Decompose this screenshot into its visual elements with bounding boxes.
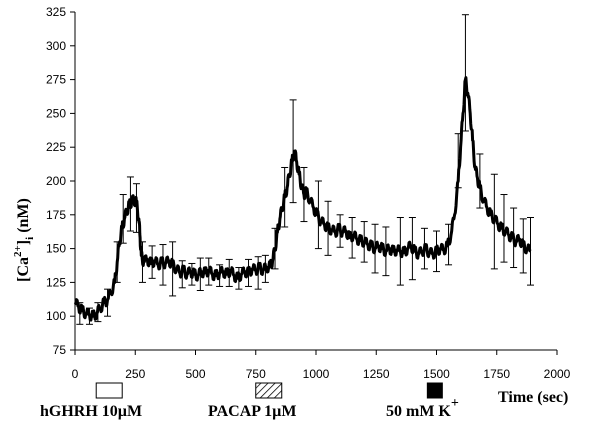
stimulus-label: PACAP 1µM: [208, 403, 296, 420]
x-tick-label: 250: [125, 367, 145, 381]
y-tick-label: 275: [46, 73, 66, 87]
x-tick-label: 1500: [423, 367, 450, 381]
x-tick-label: 1250: [363, 367, 390, 381]
x-tick-label: 500: [185, 367, 205, 381]
y-tick-label: 100: [46, 309, 66, 323]
y-tick-label: 150: [46, 242, 66, 256]
y-tick-label: 200: [46, 174, 66, 188]
y-tick-label: 175: [46, 208, 66, 222]
x-tick-label: 750: [246, 367, 266, 381]
y-tick-label: 75: [53, 343, 67, 357]
stimulus-marker-open: [95, 382, 123, 399]
x-tick-label: 1750: [483, 367, 510, 381]
series: [73, 76, 532, 322]
calcium-series-line: [73, 76, 532, 322]
stimulus-marker-filled: [426, 382, 443, 399]
error-bars: [76, 14, 534, 325]
x-tick-label: 2000: [544, 367, 571, 381]
x-axis-title: Time (sec): [498, 389, 568, 406]
y-tick-label: 325: [46, 5, 66, 19]
y-tick-label: 125: [46, 275, 66, 289]
y-tick-label: 225: [46, 140, 66, 154]
x-tick-label: 1000: [303, 367, 330, 381]
axes: 75 100 125 150 175 200 225 250 275 300 325 0 250 500 7…: [46, 5, 571, 381]
x-tick-label: 0: [72, 367, 79, 381]
stimulus-marker-hatched: [255, 382, 283, 399]
y-axis-title: [Ca2+]i (nM): [12, 198, 36, 282]
y-tick-label: 300: [46, 39, 66, 53]
y-tick-label: 250: [46, 106, 66, 120]
stimulus-label: hGHRH 10µM: [40, 403, 142, 420]
stimulus-label: 50 mM K+: [386, 396, 459, 420]
legend: hGHRH 10µM PACAP 1µM 50 mM K+: [40, 382, 459, 420]
